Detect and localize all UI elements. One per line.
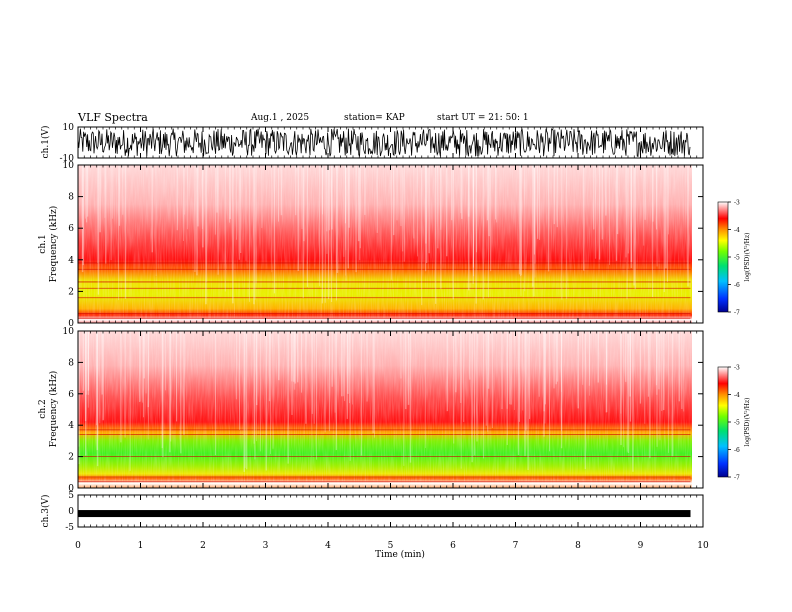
ch1-waveform-panel: 10 -10 ch.1(V) [40, 123, 704, 164]
ch1-frequency-tick-labels: 0 2 4 6 8 10 [63, 161, 703, 329]
x-tick-label: 10 [697, 541, 709, 551]
ch2-spectrogram-panel: 0 2 4 6 8 10 ch.2 Frequency (kHz) [38, 327, 704, 494]
x-tick-label: 4 [325, 541, 331, 551]
ch1-frequency-axis-label: ch.1 [38, 234, 48, 253]
date-label: Aug.1 , 2025 [251, 113, 310, 123]
ch1-frequency-unit-label: Frequency (kHz) [48, 206, 59, 283]
y-tick-label: 2 [68, 287, 74, 297]
ch2-frequency-tick-labels: 0 2 4 6 8 10 [63, 327, 703, 494]
y-tick-label: 10 [63, 327, 75, 337]
y-tick-label: 0 [68, 319, 74, 329]
chart-title: VLF Spectra [78, 111, 148, 124]
colorbar-tick-label: -5 [734, 420, 740, 427]
ch1-spectrogram-panel: 0 2 4 6 8 10 ch.1 Frequency (kHz) [38, 161, 704, 329]
y-tick-label: 5 [68, 491, 74, 501]
x-tick-label: 9 [638, 541, 644, 551]
x-tick-label: 0 [75, 541, 81, 551]
y-tick-label: -5 [65, 523, 74, 533]
colorbar-tick-label: -5 [734, 255, 740, 262]
y-tick-label: 4 [68, 421, 74, 431]
y-tick-label: 8 [68, 358, 74, 368]
colorbar-tick-label: -6 [734, 447, 740, 454]
ch3-y-axis-label: ch.3(V) [40, 495, 51, 528]
x-tick-label: 7 [513, 541, 519, 551]
colorbar-tick-label: -6 [734, 282, 740, 289]
ch1-spectral-lines [78, 165, 691, 319]
ch2-frequency-unit-label: Frequency (kHz) [48, 371, 59, 448]
y-tick-label: 0 [68, 507, 74, 517]
ch2-colorbar: -3 -4 -5 -6 -7 log(PSD)(V²/Hz) [717, 365, 751, 482]
ch1-colorbar-ticks: -3 -4 -5 -6 -7 [728, 200, 740, 317]
time-axis-ticks: 0 1 2 3 4 5 6 7 8 9 10 [75, 127, 709, 551]
y-tick-label: 4 [68, 256, 74, 266]
y-tick-label: 10 [63, 123, 75, 133]
ch1-colorbar-label: log(PSD)(V²/Hz) [744, 233, 751, 282]
colorbar-tick-label: -3 [734, 365, 740, 372]
y-tick-label: 6 [68, 390, 74, 400]
y-tick-label: 8 [68, 193, 74, 203]
x-tick-label: 1 [138, 541, 144, 551]
ch2-colorbar-label: log(PSD)(V²/Hz) [744, 398, 751, 447]
y-tick-label: 2 [68, 453, 74, 463]
colorbar-tick-label: -7 [734, 310, 740, 317]
colorbar-tick-label: -4 [734, 392, 740, 399]
x-tick-label: 3 [263, 541, 269, 551]
ch2-spectral-lines [78, 331, 691, 483]
x-tick-label: 2 [200, 541, 206, 551]
ch3-y-tick-labels: 5 0 -5 [65, 491, 82, 533]
start-time-label: start UT = 21: 50: 1 [437, 113, 529, 123]
y-tick-label: 6 [68, 224, 74, 234]
time-axis-label: Time (min) [375, 549, 425, 560]
ch1-colorbar: -3 -4 -5 -6 -7 log(PSD)(V²/Hz) [717, 200, 751, 317]
colorbar-tick-label: -4 [734, 227, 740, 234]
colorbar-tick-label: -3 [734, 200, 740, 207]
y-tick-label: 10 [63, 161, 75, 171]
ch1-y-tick-labels: 10 -10 [60, 123, 82, 164]
y-tick-label: -10 [60, 154, 75, 164]
x-tick-label: 5 [388, 541, 394, 551]
y-tick-label: 0 [68, 484, 74, 494]
ch2-frequency-axis-label: ch.2 [38, 399, 48, 418]
ch1-waveform-line [77, 128, 691, 157]
ch1-y-axis-label: ch.1(V) [40, 126, 51, 159]
station-label: station= KAP [344, 113, 405, 123]
ch3-waveform-trace [78, 510, 691, 518]
colorbar-tick-label: -7 [734, 475, 740, 482]
x-tick-label: 8 [575, 541, 581, 551]
x-tick-label: 6 [450, 541, 456, 551]
ch2-colorbar-ticks: -3 -4 -5 -6 -7 [728, 365, 740, 482]
